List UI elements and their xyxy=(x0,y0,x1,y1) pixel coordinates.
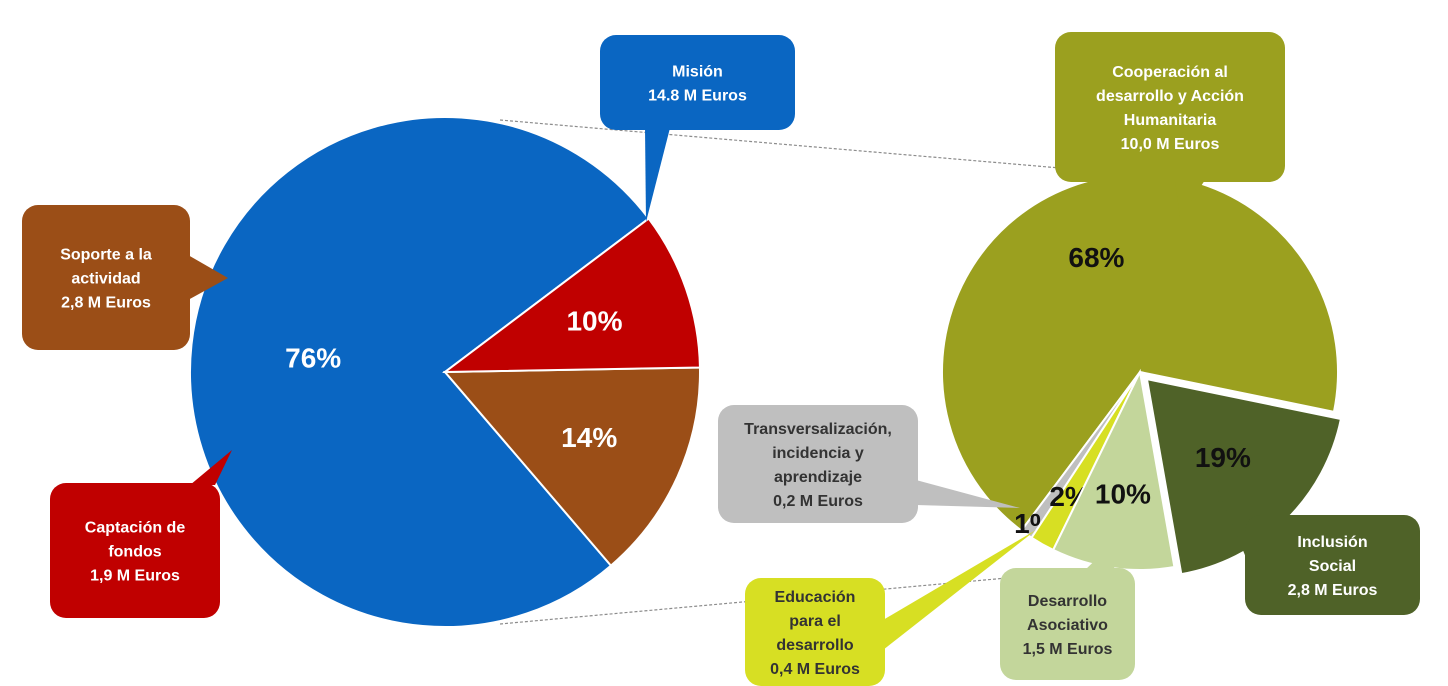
data-label-captacion: 10% xyxy=(566,306,622,337)
callout-text-educacion-3: 0,4 M Euros xyxy=(770,661,860,678)
callout-cooperacion: Cooperación al desarrollo y Acción Humanit… xyxy=(1055,32,1285,218)
callouts: Misión 14.8 M Euros Soporte a la actividad 2… xyxy=(22,32,1420,686)
data-label-soporte: 14% xyxy=(561,422,617,453)
callout-desarrollo: Desarrollo Asociativo 1,5 M Euros xyxy=(1000,548,1135,680)
callout-text-captacion-2: 1,9 M Euros xyxy=(90,568,180,585)
callout-text-soporte-2: 2,8 M Euros xyxy=(61,295,151,312)
pie-slice-cooperacion xyxy=(941,173,1339,532)
callout-text-cooperacion-2: Humanitaria xyxy=(1124,112,1217,129)
callout-pointer-desarrollo xyxy=(1085,548,1115,570)
callout-text-desarrollo-0: Desarrollo xyxy=(1028,593,1107,610)
callout-pointer-cooperacion xyxy=(1175,180,1205,218)
pie-slice-soporte xyxy=(442,366,701,568)
pie-slice-captacion xyxy=(441,217,701,374)
callout-soporte: Soporte a la actividad 2,8 M Euros xyxy=(22,205,228,350)
callout-text-desarrollo-1: Asociativo xyxy=(1027,617,1108,634)
callout-pointer-mision xyxy=(645,128,670,222)
callout-pointer-educacion xyxy=(883,530,1036,650)
callout-box-soporte xyxy=(22,205,190,350)
callout-box-transversal xyxy=(718,405,918,523)
callout-text-transversal-2: aprendizaje xyxy=(774,469,862,486)
callout-text-inclusion-0: Inclusión xyxy=(1297,534,1367,551)
callout-text-mision-0: Misión xyxy=(672,64,723,81)
callout-text-transversal-3: 0,2 M Euros xyxy=(773,493,863,510)
callout-text-cooperacion-0: Cooperación al xyxy=(1112,64,1228,81)
callout-box-captacion xyxy=(50,483,220,618)
callout-educacion: Educación para el desarrollo 0,4 M Euros xyxy=(745,530,1036,686)
callout-text-captacion-1: fondos xyxy=(108,544,161,561)
callout-text-transversal-1: incidencia y xyxy=(772,445,864,462)
callout-captacion: Captación de fondos 1,9 M Euros xyxy=(50,450,232,618)
callout-text-cooperacion-1: desarrollo y Acción xyxy=(1096,88,1244,105)
callout-text-inclusion-2: 2,8 M Euros xyxy=(1288,582,1378,599)
callout-mision: Misión 14.8 M Euros xyxy=(600,35,795,222)
connector-line-top xyxy=(499,119,1061,169)
data-label-cooperacion: 68% xyxy=(1068,242,1124,273)
callout-text-desarrollo-2: 1,5 M Euros xyxy=(1023,641,1113,658)
callout-text-transversal-0: Transversalización, xyxy=(744,421,892,438)
callout-pointer-transversal xyxy=(916,480,1020,508)
data-label-desarrollo: 10% xyxy=(1095,479,1151,510)
callout-transversal: Transversalización, incidencia y aprendiza… xyxy=(718,405,1020,523)
pie-slice-mision xyxy=(189,116,651,628)
main-pie: 76% 14% 10% xyxy=(189,116,701,628)
callout-text-mision-1: 14.8 M Euros xyxy=(648,88,747,105)
callout-pointer-inclusion xyxy=(1218,490,1247,560)
callout-text-soporte-1: actividad xyxy=(71,271,140,288)
callout-box-cooperacion xyxy=(1055,32,1285,182)
callout-pointer-soporte xyxy=(188,255,228,300)
data-label-mision: 76% xyxy=(285,343,341,374)
callout-text-educacion-2: desarrollo xyxy=(776,637,854,654)
callout-text-educacion-0: Educación xyxy=(775,589,856,606)
callout-text-soporte-0: Soporte a la xyxy=(60,247,152,264)
callout-box-desarrollo xyxy=(1000,568,1135,680)
callout-text-cooperacion-3: 10,0 M Euros xyxy=(1121,136,1220,153)
callout-inclusion: Inclusión Social 2,8 M Euros xyxy=(1218,490,1420,615)
callout-box-educacion xyxy=(745,578,885,686)
callout-pointer-captacion xyxy=(190,450,232,485)
breakdown-pie: 19%68%1%2% 10% xyxy=(941,173,1343,576)
callout-text-educacion-1: para el xyxy=(789,613,841,630)
callout-box-mision xyxy=(600,35,795,130)
callout-text-captacion-0: Captación de xyxy=(85,520,186,537)
callout-box-inclusion xyxy=(1245,515,1420,615)
data-label-inclusion: 19% xyxy=(1195,442,1251,473)
callout-text-inclusion-1: Social xyxy=(1309,558,1356,575)
